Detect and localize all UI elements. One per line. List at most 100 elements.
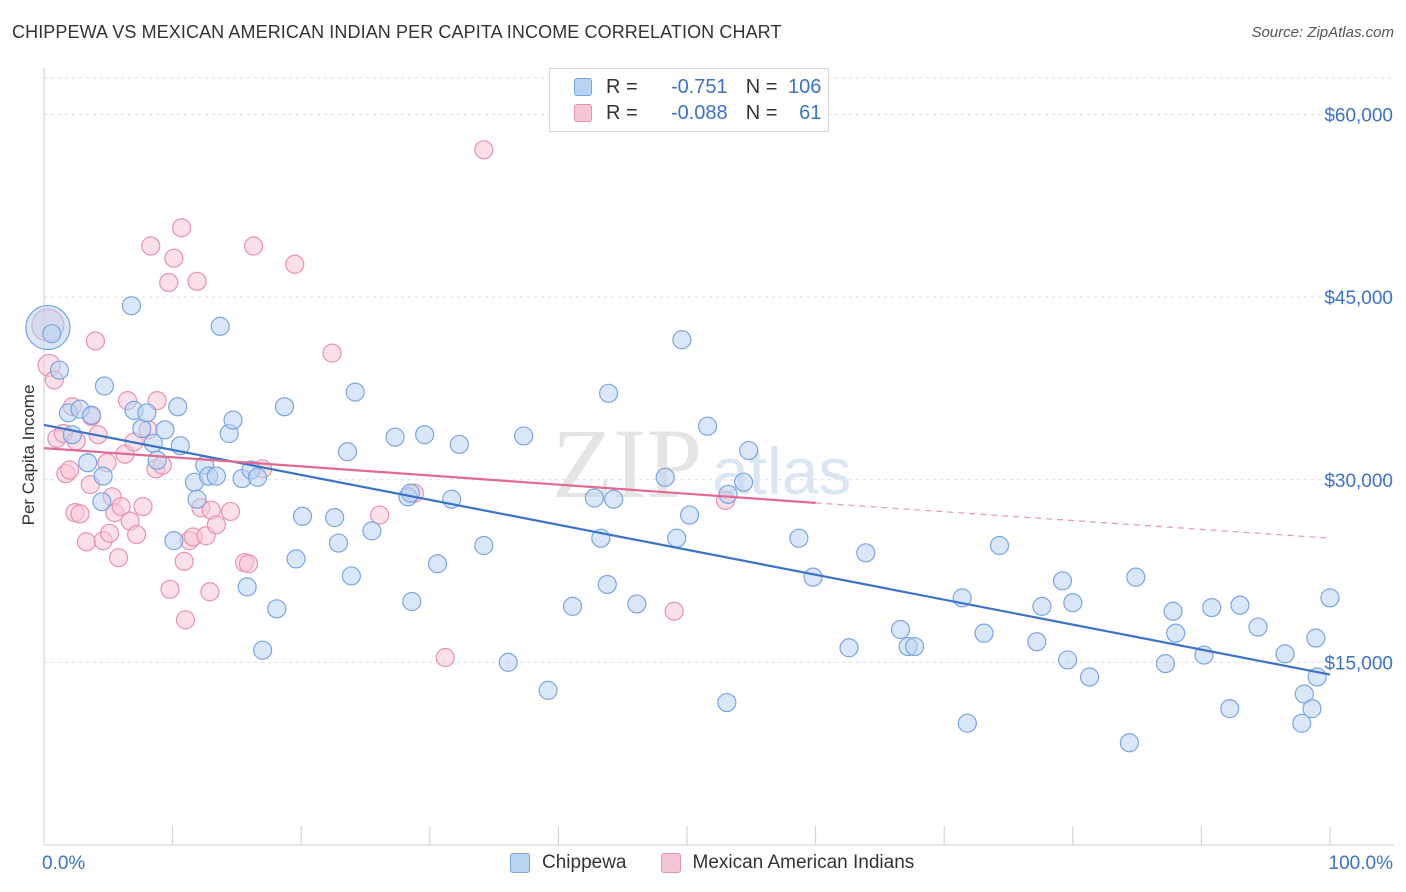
- data-point-chippewa: [717, 692, 737, 713]
- data-point-chippewa: [415, 425, 435, 445]
- legend-n-label: N =: [745, 75, 778, 98]
- legend-r-value: -0.751: [670, 75, 728, 98]
- data-point-chippewa: [1302, 699, 1322, 719]
- data-point-chippewa: [627, 594, 647, 614]
- data-point-chippewa: [789, 528, 809, 548]
- data-point-chippewa: [905, 636, 925, 657]
- data-point-chippewa: [890, 619, 911, 640]
- data-point-mexican-american-indians: [175, 610, 196, 630]
- data-point-chippewa: [718, 484, 738, 504]
- data-point-chippewa: [164, 531, 184, 551]
- data-point-chippewa: [362, 521, 382, 541]
- axes: [43, 68, 1394, 846]
- data-point-mexican-american-indians: [70, 504, 90, 524]
- data-point-mexican-american-indians: [285, 254, 305, 274]
- data-point-mexican-american-indians: [147, 391, 167, 411]
- data-point-chippewa: [341, 566, 361, 586]
- data-point-chippewa: [94, 376, 115, 396]
- data-point-chippewa: [155, 420, 175, 440]
- data-point-mexican-american-indians: [244, 236, 264, 256]
- legend-row-mexican-american-indians: R = -0.088 N = 61: [574, 101, 821, 125]
- y-tick-label: $45,000: [1324, 288, 1393, 309]
- correlation-legend: R = -0.751 N = 106 R = -0.088 N = 61: [549, 68, 829, 132]
- data-point-chippewa: [168, 397, 188, 417]
- data-point-mexican-american-indians: [172, 218, 192, 238]
- data-point-chippewa: [210, 316, 230, 336]
- legend-label-mexican-american-indians: Mexican American Indians: [692, 852, 915, 873]
- data-point-chippewa: [739, 440, 759, 461]
- data-point-chippewa: [562, 596, 583, 616]
- data-point-chippewa: [237, 577, 257, 597]
- data-point-chippewa: [803, 567, 823, 587]
- data-point-chippewa: [137, 403, 157, 423]
- legend-r-label: R =: [606, 75, 638, 98]
- legend-swatch-blue: [574, 78, 592, 96]
- legend-n-label: N =: [745, 101, 778, 124]
- series-legend: Chippewa Mexican American Indians: [510, 852, 948, 874]
- data-point-chippewa: [1079, 667, 1100, 687]
- data-point-chippewa: [400, 483, 421, 503]
- data-point-mexican-american-indians: [108, 548, 129, 568]
- data-point-chippewa: [449, 434, 469, 455]
- data-point-mexican-american-indians: [76, 532, 97, 552]
- data-point-chippewa: [325, 507, 345, 528]
- trend-lines: [43, 423, 1331, 676]
- data-point-chippewa: [337, 442, 358, 462]
- y-tick-label: $30,000: [1324, 471, 1393, 492]
- data-point-chippewa: [1230, 595, 1250, 615]
- data-point-chippewa: [286, 549, 306, 569]
- trend-line-mexican-american-indians: [43, 447, 816, 504]
- data-point-chippewa: [93, 466, 113, 486]
- watermark: ZIP atlas: [552, 408, 851, 519]
- data-point-chippewa: [1126, 567, 1146, 587]
- data-point-chippewa: [733, 472, 754, 492]
- data-point-chippewa: [989, 535, 1010, 556]
- data-point-chippewa: [697, 416, 718, 436]
- data-point-chippewa: [1220, 699, 1240, 719]
- y-axis-label: Per Capita Income: [19, 385, 38, 526]
- trend-line-chippewa: [43, 423, 1331, 676]
- data-point-chippewa: [672, 330, 692, 350]
- data-point-chippewa: [1058, 650, 1078, 670]
- data-point-mexican-american-indians: [126, 524, 147, 545]
- data-point-chippewa: [1275, 644, 1295, 664]
- data-point-chippewa: [839, 638, 859, 658]
- data-point-chippewa: [1155, 653, 1175, 674]
- data-point-mexican-american-indians: [99, 523, 120, 543]
- legend-r-value: -0.088: [670, 101, 728, 124]
- data-point-mexican-american-indians: [160, 579, 180, 599]
- legend-swatch-mexican-american-indians: [660, 853, 681, 873]
- legend-item-chippewa: Chippewa: [510, 852, 627, 874]
- data-point-mexican-american-indians: [220, 501, 241, 522]
- data-point-chippewa: [1292, 713, 1312, 733]
- data-point-chippewa: [604, 489, 624, 509]
- data-point-chippewa: [679, 505, 700, 525]
- data-point-chippewa: [498, 652, 518, 672]
- data-point-chippewa: [655, 467, 675, 487]
- legend-swatch-pink: [574, 104, 592, 122]
- x-tick-label-max: 100.0%: [1329, 853, 1394, 874]
- data-point-chippewa: [187, 489, 207, 509]
- data-point-chippewa: [1306, 628, 1326, 648]
- data-point-chippewa: [42, 324, 62, 344]
- data-point-chippewa: [1119, 733, 1139, 753]
- data-point-chippewa: [345, 382, 365, 402]
- data-point-chippewa: [1063, 593, 1083, 613]
- y-tick-label: $60,000: [1324, 106, 1393, 127]
- y-tick-label: $15,000: [1324, 653, 1393, 674]
- legend-n-value: 61: [799, 101, 822, 124]
- legend-label-chippewa: Chippewa: [542, 852, 627, 873]
- chart-title: CHIPPEWA VS MEXICAN AMERICAN INDIAN PER …: [12, 22, 782, 42]
- data-point-chippewa: [1052, 571, 1073, 591]
- data-point-chippewa: [597, 574, 617, 595]
- data-point-chippewa: [1248, 617, 1268, 637]
- data-point-chippewa: [78, 453, 98, 473]
- legend-row-chippewa: R = -0.751 N = 106: [574, 75, 821, 99]
- data-point-mexican-american-indians: [206, 515, 226, 535]
- data-point-chippewa: [92, 492, 112, 512]
- data-point-mexican-american-indians: [664, 601, 684, 621]
- data-point-mexican-american-indians: [370, 505, 390, 525]
- trend-line-mexican-american-indians-extension: [815, 502, 1331, 539]
- data-point-chippewa: [1202, 597, 1222, 618]
